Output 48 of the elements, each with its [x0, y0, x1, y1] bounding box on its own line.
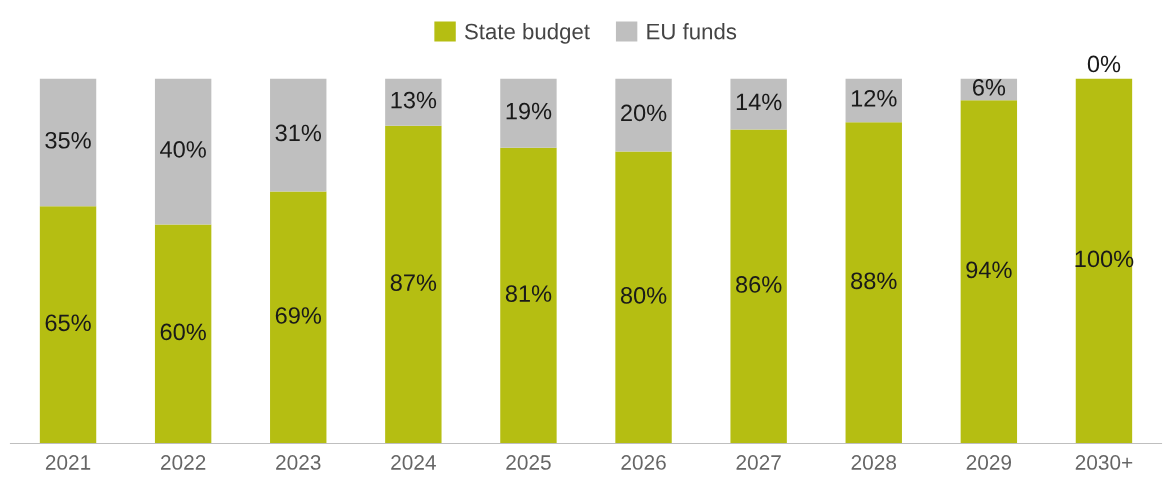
- data-label: 80%: [620, 287, 667, 304]
- bar: [154, 78, 212, 225]
- data-label: 81%: [505, 285, 552, 302]
- x-tick-label: 2021: [45, 455, 91, 470]
- bar: [39, 78, 97, 207]
- data-label: 69%: [275, 307, 322, 324]
- x-tick-label: 2027: [736, 455, 781, 470]
- data-label: 20%: [621, 104, 667, 122]
- data-label: 13%: [391, 91, 437, 109]
- data-label: 86%: [736, 276, 782, 293]
- data-label: 19%: [506, 102, 552, 120]
- bar: [385, 78, 442, 126]
- data-label: 12%: [851, 89, 897, 107]
- legend-label: EU funds: [647, 23, 737, 40]
- data-label: 87%: [390, 274, 437, 291]
- bar: [960, 100, 1018, 444]
- x-tick-label: 2028: [851, 455, 897, 470]
- bar: [615, 78, 672, 152]
- bar: [845, 122, 902, 444]
- bar: [39, 206, 97, 444]
- x-tick-label: 2025: [506, 455, 551, 470]
- bar: [270, 78, 327, 192]
- data-label: 35%: [45, 131, 91, 149]
- bar: [154, 224, 212, 444]
- x-tick-label: 2029: [966, 455, 1012, 470]
- data-label: 14%: [736, 93, 782, 111]
- data-label: 65%: [45, 314, 91, 332]
- bar: [1075, 78, 1133, 444]
- bar: [730, 78, 787, 130]
- data-label: 94%: [966, 261, 1012, 279]
- data-label: 88%: [851, 272, 897, 290]
- x-tick-label: 2023: [276, 455, 321, 470]
- x-tick-label: 2026: [621, 455, 666, 470]
- x-tick-label: 2030+: [1075, 455, 1133, 470]
- bar: [270, 191, 327, 444]
- bar: [500, 147, 557, 444]
- bar: [615, 151, 672, 444]
- data-label: 0%: [1087, 55, 1121, 73]
- data-label: 31%: [275, 124, 322, 142]
- data-label: 60%: [160, 323, 206, 341]
- legend-label: State budget: [464, 23, 590, 44]
- bar: [730, 129, 787, 444]
- bar: [385, 125, 442, 444]
- data-label: 6%: [972, 78, 1006, 96]
- x-tick-label: 2022: [161, 455, 206, 470]
- bar: [500, 78, 557, 148]
- x-tick-label: 2024: [391, 455, 436, 470]
- data-label: 40%: [160, 141, 206, 158]
